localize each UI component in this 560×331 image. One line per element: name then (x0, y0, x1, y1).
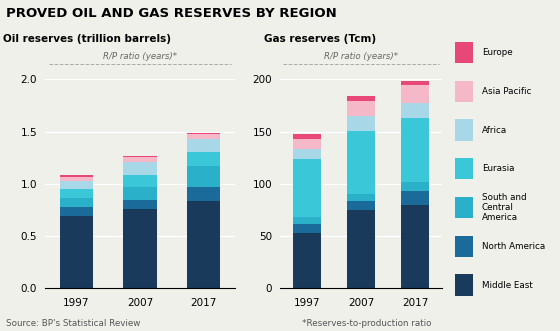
Bar (347, 210, 375, 288)
Bar (293, 233, 321, 288)
FancyBboxPatch shape (455, 119, 473, 141)
Bar (293, 217, 321, 224)
Bar (187, 201, 220, 288)
Bar (60, 181, 93, 189)
Bar (124, 157, 156, 162)
Bar (60, 216, 93, 288)
Bar (60, 189, 93, 198)
FancyBboxPatch shape (455, 158, 473, 179)
FancyBboxPatch shape (455, 236, 473, 257)
Bar (293, 134, 321, 139)
Text: Oil reserves (trillion barrels): Oil reserves (trillion barrels) (3, 34, 171, 44)
Bar (187, 152, 220, 166)
Bar (60, 175, 93, 177)
Bar (293, 139, 321, 149)
Text: Source: BP's Statistical Review: Source: BP's Statistical Review (6, 319, 140, 328)
Text: Asia Pacific: Asia Pacific (482, 87, 531, 96)
Bar (347, 101, 375, 116)
Bar (60, 207, 93, 216)
Bar (124, 209, 156, 288)
Bar (187, 139, 220, 152)
Bar (347, 131, 375, 194)
Text: R/P ratio (years)*: R/P ratio (years)* (103, 52, 177, 61)
Bar (60, 177, 93, 181)
Bar (124, 200, 156, 209)
Bar (347, 96, 375, 101)
Text: Europe: Europe (482, 48, 512, 57)
FancyBboxPatch shape (455, 274, 473, 296)
Bar (402, 205, 430, 288)
Text: Eurasia: Eurasia (482, 164, 514, 173)
Bar (293, 159, 321, 217)
FancyBboxPatch shape (455, 197, 473, 218)
Bar (347, 194, 375, 202)
Bar (402, 182, 430, 191)
Bar (402, 103, 430, 118)
Bar (347, 202, 375, 210)
FancyBboxPatch shape (455, 42, 473, 63)
Text: PROVED OIL AND GAS RESERVES BY REGION: PROVED OIL AND GAS RESERVES BY REGION (6, 7, 337, 20)
Bar (124, 175, 156, 187)
Bar (124, 156, 156, 157)
Bar (402, 81, 430, 85)
Bar (293, 149, 321, 159)
Bar (402, 85, 430, 103)
Bar (347, 116, 375, 131)
Text: Africa: Africa (482, 125, 507, 134)
Text: *Reserves-to-production ratio: *Reserves-to-production ratio (302, 319, 432, 328)
Bar (187, 134, 220, 139)
Text: South and
Central
America: South and Central America (482, 193, 526, 222)
Bar (187, 166, 220, 187)
Bar (402, 191, 430, 205)
Bar (187, 133, 220, 134)
Text: Middle East: Middle East (482, 281, 533, 290)
Text: R/P ratio (years)*: R/P ratio (years)* (324, 52, 398, 61)
Bar (293, 224, 321, 233)
Bar (124, 187, 156, 200)
Text: Gas reserves (Tcm): Gas reserves (Tcm) (264, 34, 376, 44)
Bar (187, 187, 220, 201)
Bar (60, 198, 93, 207)
FancyBboxPatch shape (455, 81, 473, 102)
Text: North America: North America (482, 242, 545, 251)
Bar (124, 162, 156, 175)
Bar (402, 118, 430, 182)
